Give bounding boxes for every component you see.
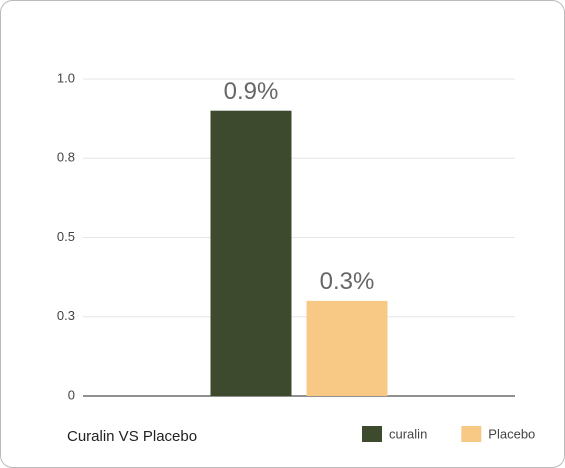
- y-tick-label: 0.8: [57, 150, 75, 165]
- bar: [210, 110, 292, 396]
- y-tick-label: 0: [68, 387, 75, 402]
- value-label: 0.3%: [320, 268, 375, 295]
- legend-label: curalin: [389, 426, 427, 441]
- chart-title: Curalin VS Placebo: [67, 428, 197, 445]
- value-label: 0.9%: [224, 78, 279, 105]
- y-tick-label: 0.5: [57, 229, 75, 244]
- legend-swatch: [461, 426, 482, 442]
- y-tick-label: 0.3: [57, 308, 75, 323]
- legend-label: Placebo: [488, 426, 535, 441]
- bar: [306, 300, 388, 396]
- legend-swatch: [362, 426, 382, 442]
- y-tick-label: 1.0: [57, 70, 75, 85]
